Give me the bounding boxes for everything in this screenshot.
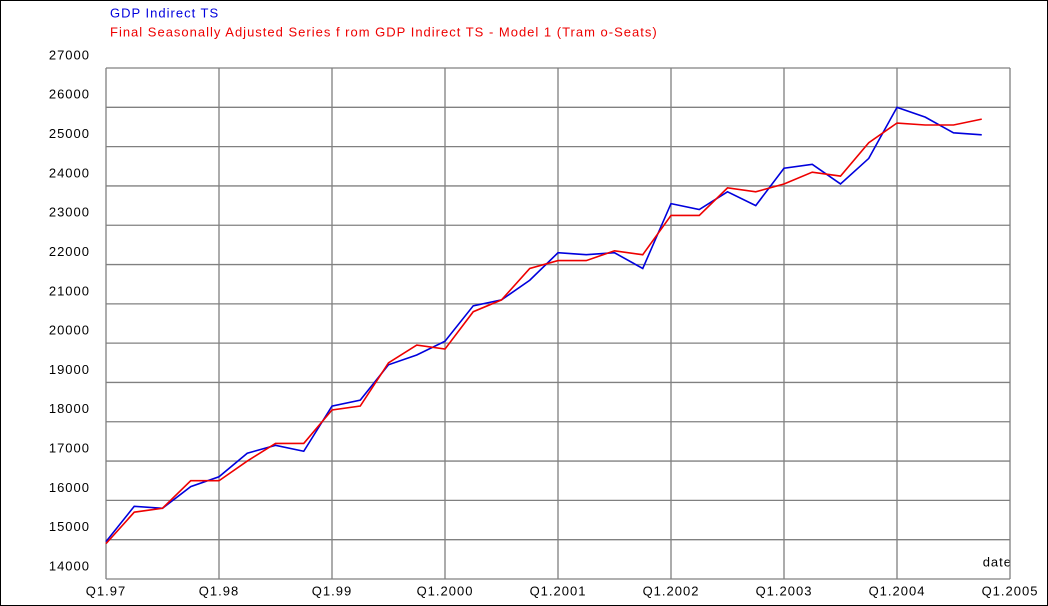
y-tick-label: 22000 bbox=[49, 244, 90, 259]
y-tick-label: 19000 bbox=[49, 362, 90, 377]
y-tick-label: 15000 bbox=[49, 519, 90, 534]
y-tick-label: 24000 bbox=[49, 165, 90, 180]
x-tick-label: Q1.2002 bbox=[643, 583, 700, 598]
x-tick-label: Q1.2004 bbox=[869, 583, 926, 598]
x-tick-label: Q1.98 bbox=[199, 583, 239, 598]
x-tick-label: Q1.99 bbox=[312, 583, 352, 598]
y-tick-label: 26000 bbox=[49, 87, 90, 102]
y-tick-label: 17000 bbox=[49, 441, 90, 456]
y-tick-label: 20000 bbox=[49, 323, 90, 338]
y-tick-label: 25000 bbox=[49, 126, 90, 141]
x-axis-label: date bbox=[983, 554, 1012, 569]
x-tick-label: Q1.2001 bbox=[530, 583, 587, 598]
y-tick-label: 23000 bbox=[49, 205, 90, 220]
legend-entry: GDP Indirect TS bbox=[110, 5, 219, 20]
y-tick-label: 27000 bbox=[49, 47, 90, 62]
x-tick-label: Q1.2003 bbox=[756, 583, 813, 598]
y-tick-label: 18000 bbox=[49, 401, 90, 416]
series-line bbox=[105, 106, 982, 543]
y-tick-label: 21000 bbox=[49, 283, 90, 298]
x-tick-label: Q1.97 bbox=[86, 583, 126, 598]
legend-entry: Final Seasonally Adjusted Series f rom G… bbox=[110, 24, 658, 39]
x-tick-label: Q1.2005 bbox=[982, 583, 1039, 598]
x-tick-label: Q1.2000 bbox=[417, 583, 474, 598]
series-line bbox=[105, 118, 982, 545]
y-tick-label: 16000 bbox=[49, 480, 90, 495]
y-tick-label: 14000 bbox=[49, 558, 90, 573]
